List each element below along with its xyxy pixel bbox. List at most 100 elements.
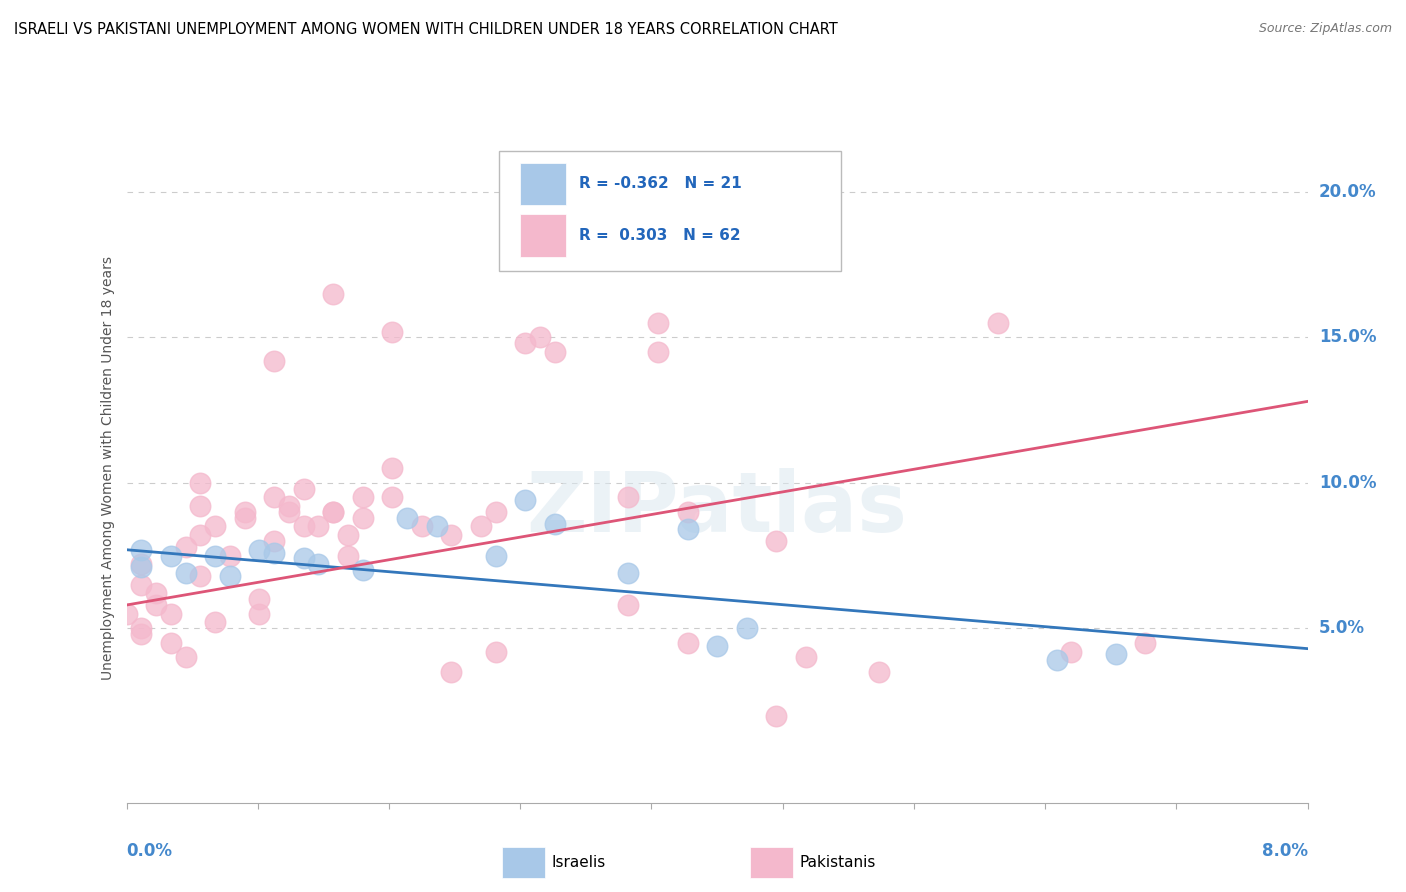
Point xyxy=(396,510,419,524)
Point xyxy=(219,549,242,563)
Point xyxy=(188,475,211,490)
Text: Israelis: Israelis xyxy=(551,855,606,870)
Point xyxy=(278,505,301,519)
Point xyxy=(706,639,728,653)
Point xyxy=(174,566,197,580)
Point xyxy=(515,336,537,351)
Text: Pakistanis: Pakistanis xyxy=(800,855,876,870)
Point xyxy=(352,491,374,505)
Text: R = -0.362   N = 21: R = -0.362 N = 21 xyxy=(579,177,741,192)
Text: 8.0%: 8.0% xyxy=(1261,842,1308,860)
Point xyxy=(233,505,256,519)
Point xyxy=(322,286,344,301)
Point xyxy=(145,586,167,600)
Point xyxy=(204,519,226,533)
Point xyxy=(337,549,360,563)
Point xyxy=(174,540,197,554)
Text: 10.0%: 10.0% xyxy=(1319,474,1376,491)
Point xyxy=(868,665,891,679)
Text: ZIPatlas: ZIPatlas xyxy=(527,468,907,549)
Point xyxy=(219,569,242,583)
Text: 20.0%: 20.0% xyxy=(1319,183,1376,201)
Point xyxy=(337,528,360,542)
Point xyxy=(352,563,374,577)
Text: R =  0.303   N = 62: R = 0.303 N = 62 xyxy=(579,228,741,243)
Point xyxy=(233,510,256,524)
Text: 15.0%: 15.0% xyxy=(1319,328,1376,346)
Point xyxy=(145,598,167,612)
Point xyxy=(247,542,270,557)
Point xyxy=(129,560,153,574)
Point xyxy=(484,644,508,658)
Point xyxy=(617,566,640,580)
Point xyxy=(735,621,758,635)
FancyBboxPatch shape xyxy=(499,151,841,271)
Point xyxy=(115,607,138,621)
Point xyxy=(470,519,492,533)
Point xyxy=(484,549,508,563)
Point xyxy=(247,592,270,607)
Y-axis label: Unemployment Among Women with Children Under 18 years: Unemployment Among Women with Children U… xyxy=(101,256,115,681)
Point xyxy=(1060,644,1083,658)
Point xyxy=(543,516,565,531)
Point xyxy=(263,491,285,505)
Point xyxy=(381,325,404,339)
Point xyxy=(204,615,226,630)
Point xyxy=(440,528,463,542)
Point xyxy=(174,650,197,665)
Point xyxy=(322,505,344,519)
Point xyxy=(1105,648,1128,662)
FancyBboxPatch shape xyxy=(520,214,565,257)
FancyBboxPatch shape xyxy=(751,847,793,878)
Text: 5.0%: 5.0% xyxy=(1319,619,1365,637)
Point xyxy=(794,650,817,665)
Point xyxy=(617,491,640,505)
Point xyxy=(204,549,226,563)
Point xyxy=(617,598,640,612)
Point xyxy=(543,345,565,359)
FancyBboxPatch shape xyxy=(520,162,565,205)
Point xyxy=(292,519,315,533)
Point xyxy=(574,200,596,214)
Point xyxy=(188,528,211,542)
Point xyxy=(987,316,1010,330)
Point xyxy=(188,569,211,583)
Point xyxy=(515,493,537,508)
Point xyxy=(322,505,344,519)
FancyBboxPatch shape xyxy=(502,847,544,878)
Point xyxy=(676,636,699,650)
Point xyxy=(160,549,183,563)
Point xyxy=(263,534,285,549)
Point xyxy=(263,546,285,560)
Point xyxy=(129,621,153,635)
Point xyxy=(425,519,447,533)
Point xyxy=(129,558,153,572)
Point xyxy=(188,499,211,513)
Point xyxy=(484,505,508,519)
Point xyxy=(247,607,270,621)
Point xyxy=(411,519,433,533)
Point xyxy=(292,551,315,566)
Point xyxy=(440,665,463,679)
Point xyxy=(765,708,787,723)
Point xyxy=(307,558,329,572)
Point xyxy=(381,461,404,475)
Point xyxy=(278,499,301,513)
Point xyxy=(160,636,183,650)
Point xyxy=(1135,636,1157,650)
Point xyxy=(676,505,699,519)
Point xyxy=(1045,653,1069,667)
Text: 0.0%: 0.0% xyxy=(127,842,173,860)
Point xyxy=(129,542,153,557)
Point xyxy=(647,345,669,359)
Point xyxy=(647,316,669,330)
Point xyxy=(676,522,699,536)
Point xyxy=(292,482,315,496)
Point xyxy=(263,353,285,368)
Point xyxy=(129,577,153,591)
Point xyxy=(381,491,404,505)
Text: Source: ZipAtlas.com: Source: ZipAtlas.com xyxy=(1258,22,1392,36)
Point xyxy=(529,330,551,344)
Point xyxy=(352,510,374,524)
Point xyxy=(765,534,787,549)
